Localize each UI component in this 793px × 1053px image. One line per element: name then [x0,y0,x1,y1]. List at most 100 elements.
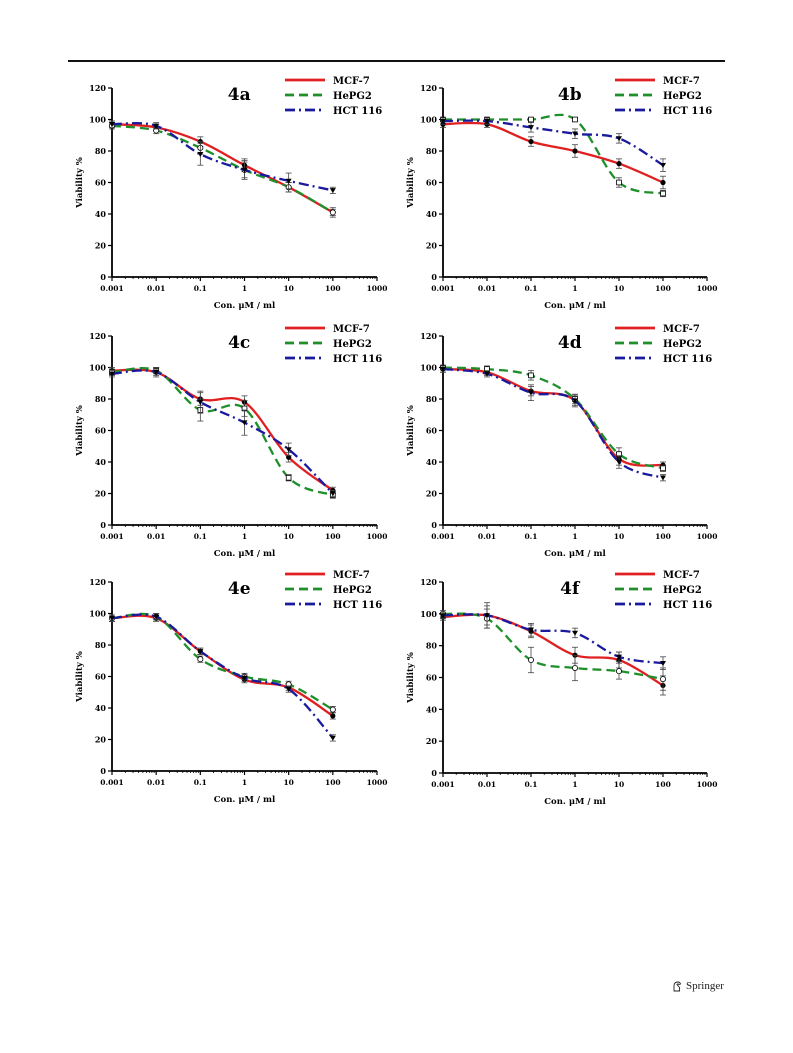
data-point-hct-116 [440,118,446,124]
series-line-hepg2 [442,366,664,470]
series-line-mcf-7 [442,121,664,184]
data-point-hct-116 [572,398,578,404]
data-point-hct-116 [109,616,115,622]
data-point-hct-116 [197,649,204,655]
data-point-hepg2 [616,668,623,675]
x-tick-label: 100 [325,284,341,293]
y-tick-label: 40 [95,457,107,467]
springer-horse-icon [673,981,682,991]
data-point-mcf-7 [660,179,666,186]
x-tick-label: 100 [655,284,671,293]
legend-label: HePG2 [663,339,702,350]
y-tick-label: 40 [426,704,438,714]
data-point-mcf-7 [572,148,578,154]
legend-label: HePG2 [333,91,372,102]
legend-label: HePG2 [663,585,702,596]
y-tick-label: 20 [95,735,107,745]
x-tick-label: 1000 [697,284,718,293]
y-tick-label: 60 [426,426,438,436]
data-point-hepg2 [329,706,336,713]
data-point-hct-116 [660,162,666,168]
x-tick-label: 0.01 [147,284,165,293]
x-tick-label: 0.1 [524,532,537,541]
x-tick-label: 1 [242,778,247,787]
data-point-hct-116 [329,735,336,741]
data-point-hct-116 [528,627,534,633]
data-point-hepg2 [660,465,666,472]
series-line-hepg2 [443,113,664,195]
y-tick-label: 80 [95,146,107,156]
x-tick-label: 0.1 [194,284,207,293]
data-point-hct-116 [440,613,446,619]
data-point-mcf-7 [616,161,622,167]
y-axis-label: Viability % [75,157,85,209]
data-point-hepg2 [572,664,579,671]
data-point-hct-116 [241,420,248,426]
data-point-mcf-7 [528,138,534,145]
x-tick-label: 100 [655,532,671,541]
y-tick-label: 40 [95,209,107,219]
legend-label: HePG2 [663,91,702,102]
data-point-hct-116 [660,660,666,666]
chart-title: 4a [228,85,251,105]
data-point-hct-116 [285,447,292,453]
legend-label: HCT 116 [663,354,712,365]
legend-label: HCT 116 [333,600,382,611]
y-tick-label: 60 [426,673,438,683]
data-point-hct-116 [616,654,622,660]
series-line-mcf-7 [442,613,664,687]
data-point-hepg2 [285,474,292,481]
series-line-hepg2 [111,367,334,497]
x-axis-label: Con. μM / ml [214,795,276,805]
data-point-hct-116 [484,118,490,124]
data-point-hct-116 [241,675,248,681]
data-point-hepg2 [572,116,578,123]
x-tick-label: 1 [572,532,577,541]
x-tick-label: 0.1 [524,284,537,293]
x-tick-label: 10 [614,284,624,293]
data-point-hct-116 [329,491,336,497]
x-tick-label: 0.001 [100,778,124,787]
y-tick-label: 0 [431,768,437,778]
y-tick-label: 60 [426,178,438,188]
x-tick-label: 0.1 [194,532,207,541]
chart-4c: 0 20 40 60 80 100 120 0.001 0.01 0.1 1 10 100 1000 Con… [75,324,387,559]
x-tick-label: 1 [242,532,247,541]
x-tick-label: 0.001 [100,284,124,293]
data-point-hct-116 [153,123,160,129]
x-tick-label: 0.01 [478,780,496,789]
chart-4a: 0 20 40 60 80 100 120 0.001 0.01 0.1 1 10 100 1000 Con… [75,76,387,311]
y-tick-label: 120 [420,577,437,587]
chart-4b: 0 20 40 60 80 100 120 0.001 0.01 0.1 1 10 100 1000 Con… [406,76,717,311]
x-tick-label: 1 [572,284,577,293]
chart-title: 4f [560,579,581,599]
data-point-hepg2 [329,209,336,216]
x-tick-label: 0.001 [431,532,455,541]
x-tick-label: 0.001 [100,532,124,541]
data-point-hct-116 [528,390,534,396]
x-tick-label: 10 [283,284,293,293]
y-tick-label: 60 [95,672,107,682]
data-point-hct-116 [572,630,578,636]
y-tick-label: 0 [100,520,106,530]
y-axis-label: Viability % [75,651,85,703]
chart-title: 4b [558,85,582,105]
x-tick-label: 1 [242,284,247,293]
data-point-hct-116 [109,371,115,377]
chart-4e: 0 20 40 60 80 100 120 0.001 0.01 0.1 1 10 100 1000 Con… [75,570,387,805]
x-tick-label: 0.01 [147,532,165,541]
x-tick-label: 1 [572,780,577,789]
legend-label: HCT 116 [663,600,712,611]
data-point-hepg2 [197,656,204,663]
chart-title: 4c [228,333,250,353]
y-tick-label: 100 [89,363,106,373]
publisher-name: Springer [686,980,724,992]
series-line-hepg2 [111,612,334,711]
y-tick-label: 120 [420,331,437,341]
y-tick-label: 100 [420,609,437,619]
data-point-hct-116 [616,136,622,142]
data-point-hct-116 [109,122,115,128]
legend-label: HePG2 [333,585,372,596]
x-tick-label: 0.1 [194,778,207,787]
y-tick-label: 100 [420,115,437,125]
